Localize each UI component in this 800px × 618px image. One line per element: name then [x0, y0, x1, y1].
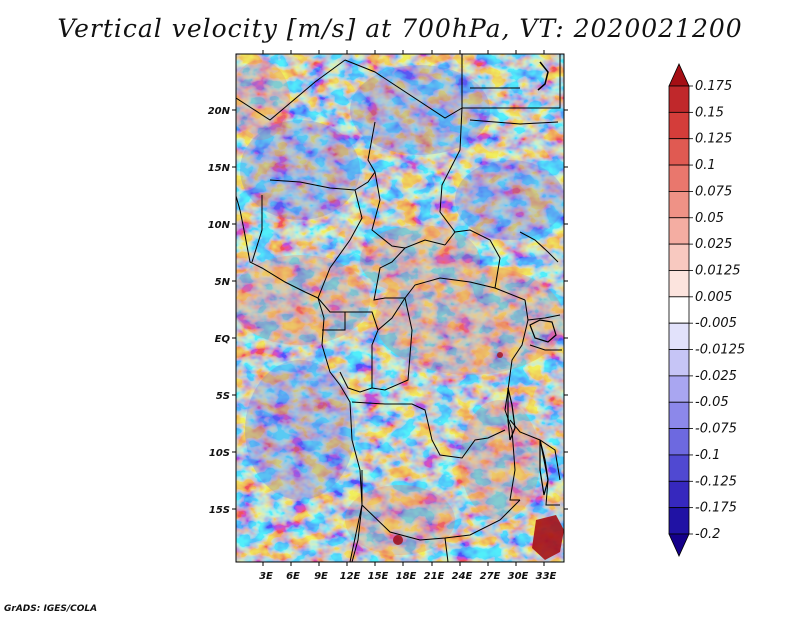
- colorbar-label: 0.175: [695, 79, 732, 94]
- colorbar-swatch: [668, 243, 690, 271]
- plot-title: Vertical velocity [m/s] at 700hPa, VT: 2…: [57, 14, 743, 43]
- lon-label: 12E: [340, 571, 361, 582]
- cool-regions: [240, 65, 564, 500]
- colorbar-swatch: [668, 63, 690, 87]
- colorbar-swatch: [668, 428, 690, 456]
- colorbar-label: 0.05: [695, 211, 724, 226]
- colorbar-swatch: [668, 296, 690, 324]
- colorbar-swatch: [668, 454, 690, 482]
- map-frame: [235, 53, 565, 563]
- colorbar-label: 0.005: [695, 290, 732, 305]
- lon-label: 15E: [368, 571, 389, 582]
- colorbar-swatch: [668, 111, 690, 140]
- colorbar-swatch: [668, 164, 690, 192]
- vertical-velocity-field: [236, 54, 564, 562]
- colorbar-label: -0.2: [695, 527, 720, 542]
- lat-label: 5N: [215, 277, 231, 288]
- colorbar-label: -0.025: [695, 369, 737, 384]
- colorbar-label: -0.125: [695, 474, 737, 489]
- lon-label: 24E: [452, 571, 473, 582]
- colorbar-label: 0.025: [695, 237, 732, 252]
- lat-label: 15S: [209, 505, 230, 516]
- colorbar-swatch: [668, 217, 690, 245]
- colorbar-swatch: [668, 507, 690, 535]
- colorbar-swatch: [668, 85, 690, 113]
- lon-label: 30E: [508, 571, 529, 582]
- lon-label: 9E: [314, 571, 328, 582]
- lon-label: 6E: [286, 571, 300, 582]
- warm-regions: [236, 60, 564, 555]
- colorbar-swatch: [668, 375, 690, 403]
- colorbar-swatch: [668, 322, 690, 350]
- colorbar-swatch: [668, 191, 690, 219]
- colorbar-label: 0.1: [695, 158, 716, 173]
- colorbar-swatch: [668, 533, 690, 557]
- colorbar-label: -0.175: [695, 501, 737, 516]
- lat-label: EQ: [215, 334, 231, 345]
- colorbar-label: 0.15: [695, 105, 724, 120]
- colorbar-label: -0.05: [695, 395, 729, 410]
- lat-label: 10S: [209, 448, 230, 459]
- colorbar-swatch: [668, 270, 690, 298]
- longitude-axis: 3E 6E 9E 12E 15E 18E 21E 24E 27E 30E 33E: [259, 50, 557, 582]
- lat-label: 20N: [208, 106, 231, 117]
- colorbar-swatch: [668, 349, 690, 377]
- colorbar-label: -0.005: [695, 316, 737, 331]
- lon-label: 27E: [480, 571, 501, 582]
- colorbar-label: 0.125: [695, 132, 732, 147]
- borders-and-coastlines: [236, 54, 562, 562]
- colorbar-label: 0.075: [695, 184, 732, 199]
- colorbar-swatch: [668, 480, 690, 509]
- grads-credit: GrADS: IGES/COLA: [4, 604, 98, 614]
- colorbar-label: -0.1: [695, 448, 720, 463]
- colorbar: 0.175 0.15 0.125 0.1 0.075 0.05 0.025 0.0125 0.0…: [668, 63, 745, 557]
- latitude-axis: 20N 15N 10N 5N EQ 5S 10S 15S: [208, 106, 568, 516]
- lon-label: 21E: [424, 571, 445, 582]
- lat-label: 15N: [208, 163, 231, 174]
- lon-label: 3E: [259, 571, 273, 582]
- lon-label: 18E: [396, 571, 417, 582]
- colorbar-swatch: [668, 138, 690, 166]
- map-panel: [235, 53, 565, 563]
- strong-updraft-cells: [393, 352, 564, 560]
- lat-label: 5S: [216, 391, 230, 402]
- lat-label: 10N: [208, 220, 231, 231]
- colorbar-label: -0.0125: [695, 343, 745, 358]
- colorbar-swatch: [668, 401, 690, 429]
- lon-label: 33E: [536, 571, 557, 582]
- colorbar-label: -0.075: [695, 422, 737, 437]
- colorbar-label: 0.0125: [695, 263, 741, 278]
